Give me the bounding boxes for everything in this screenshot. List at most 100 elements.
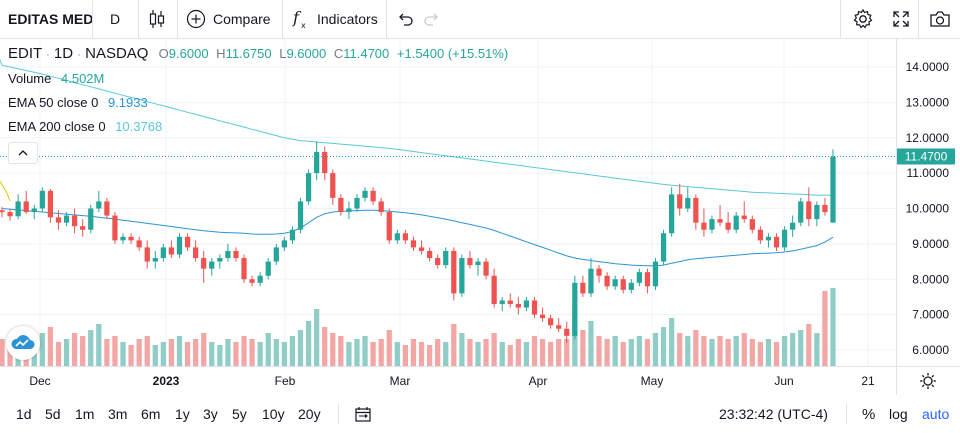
axis-settings-button[interactable]	[919, 372, 937, 395]
range-button-5d[interactable]: 5d	[45, 406, 61, 422]
volume-bar	[677, 333, 683, 366]
time-tick-label: Jun	[774, 374, 793, 388]
toolbar-divider	[282, 0, 283, 38]
time-axis[interactable]: Dec 2023 Feb Mar Apr May Jun 21	[0, 366, 960, 397]
range-button-20y[interactable]: 20y	[298, 406, 321, 422]
price-chart[interactable]: 14.0000 13.0000 12.0000 11.0000 10.0000 9.000…	[0, 39, 960, 366]
volume-bar	[314, 309, 320, 366]
volume-bar	[209, 342, 215, 366]
auto-scale-button[interactable]: auto	[922, 406, 950, 422]
range-button-3y[interactable]: 3y	[203, 406, 218, 422]
plus-circle-icon	[186, 9, 206, 29]
volume-bar	[128, 345, 134, 366]
range-button-1m[interactable]: 1m	[75, 406, 95, 422]
candle-body	[273, 247, 279, 262]
volume-bar	[757, 342, 764, 366]
legend-open: 9.6000	[168, 46, 209, 61]
candle-body	[806, 201, 812, 220]
chart-type-button[interactable]	[148, 0, 170, 38]
volume-bar	[781, 336, 788, 366]
candle-body	[499, 300, 505, 305]
ema200-legend-label: EMA 200 close 0	[8, 119, 106, 134]
volume-bar	[564, 339, 570, 366]
camera-icon	[930, 11, 950, 27]
volume-bar	[685, 336, 691, 366]
time-tick-label: 21	[861, 374, 875, 388]
candle-body	[168, 247, 175, 255]
candle-body	[346, 208, 352, 213]
indicators-label: Indicators	[317, 11, 378, 27]
candle-body	[733, 215, 739, 230]
volume-bar	[257, 342, 263, 366]
candle-body	[507, 300, 513, 305]
volume-bar	[289, 336, 296, 366]
legend-c-label: C	[333, 46, 344, 61]
candle-body	[580, 282, 586, 294]
volume-bar	[701, 336, 707, 366]
legend-l-label: L	[279, 46, 287, 61]
volume-bar	[741, 333, 747, 366]
interval-button[interactable]: D	[110, 11, 121, 27]
range-button-6m[interactable]: 6m	[141, 406, 161, 422]
last-price-label: 11.4700	[905, 149, 948, 163]
last-price-badge: 11.4700	[897, 148, 955, 165]
range-button-5y[interactable]: 5y	[232, 406, 247, 422]
percent-scale-button[interactable]: %	[862, 405, 876, 423]
tradingview-logo[interactable]	[6, 326, 40, 360]
price-tick-label: 13.0000	[906, 95, 950, 109]
candle-body	[314, 151, 320, 174]
candle-body	[588, 268, 594, 294]
candle-body	[749, 219, 755, 230]
offscreen-indicator-line	[0, 180, 11, 202]
candle-body	[459, 258, 465, 294]
time-axis-labels: Dec 2023 Feb Mar Apr May Jun 21	[29, 374, 875, 388]
price-tick-label: 7.0000	[912, 308, 949, 322]
candle-body	[160, 247, 166, 259]
range-button-10y[interactable]: 10y	[262, 406, 285, 422]
function-icon: f x	[292, 8, 306, 30]
range-button-1d[interactable]: 1d	[16, 406, 32, 422]
toolbar-divider	[846, 404, 847, 424]
settings-button[interactable]	[852, 0, 874, 38]
legend-collapse-button[interactable]	[8, 142, 38, 164]
date-range-button[interactable]	[354, 395, 372, 433]
range-button-3m[interactable]: 3m	[108, 406, 128, 422]
candle-body	[80, 226, 86, 230]
volume-bar	[491, 333, 497, 366]
clock-label[interactable]: 23:32:42 (UTC-4)	[719, 406, 828, 422]
fullscreen-button[interactable]	[891, 0, 911, 38]
price-tick-label: 12.0000	[906, 131, 950, 145]
snapshot-button[interactable]	[929, 0, 951, 38]
candle-body	[822, 204, 828, 213]
volume-bar	[305, 321, 312, 366]
toolbar-divider	[918, 0, 919, 38]
undo-button[interactable]	[396, 0, 414, 38]
candle-body	[628, 282, 634, 290]
log-scale-button[interactable]: log	[889, 406, 908, 422]
toolbar-divider	[177, 0, 178, 38]
volume-bar	[765, 339, 772, 366]
compare-button[interactable]: Compare	[186, 0, 271, 38]
chart-area[interactable]: 14.0000 13.0000 12.0000 11.0000 10.0000 9.000…	[0, 39, 960, 366]
range-button-1y[interactable]: 1y	[175, 406, 190, 422]
candle-body	[144, 247, 150, 262]
candle-body	[88, 208, 94, 230]
volume-bar	[241, 336, 247, 366]
time-tick-label: Dec	[29, 374, 50, 388]
volume-bar	[628, 339, 634, 366]
candle-body	[209, 261, 215, 269]
sun-gear-icon	[920, 373, 936, 389]
volume-bar	[499, 342, 505, 366]
volume-bar	[55, 342, 62, 366]
volume-legend[interactable]: Volume 4.502M	[8, 71, 104, 86]
candle-body	[669, 194, 675, 234]
ema200-legend[interactable]: EMA 200 close 0 10.3768	[8, 119, 162, 134]
symbol-search[interactable]: EDITAS MED	[8, 11, 94, 27]
price-axis[interactable]: 14.0000 13.0000 12.0000 11.0000 10.0000 9.000…	[906, 60, 950, 357]
candle-body	[305, 173, 312, 202]
ema50-legend[interactable]: EMA 50 close 0 9.1933	[8, 95, 148, 110]
candle-body	[644, 272, 651, 287]
indicators-button[interactable]: f x Indicators	[292, 0, 378, 38]
redo-button[interactable]	[423, 0, 441, 38]
volume-bar	[418, 342, 425, 366]
